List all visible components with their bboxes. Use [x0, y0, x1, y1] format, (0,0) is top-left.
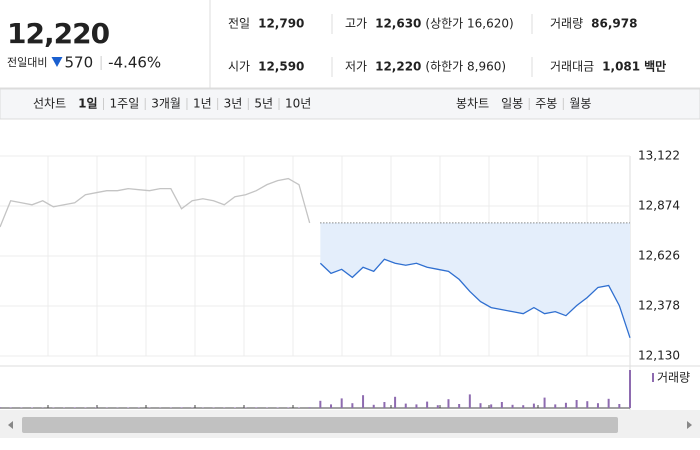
- quote-label: 거래대금: [550, 60, 594, 74]
- scroll-left[interactable]: [8, 421, 13, 429]
- volume-bar: [351, 403, 354, 408]
- y-tick-label: 12,378: [638, 299, 680, 313]
- volume-bar: [394, 396, 397, 408]
- quote-label: 고가: [345, 17, 367, 31]
- price-line: [319, 258, 631, 339]
- volume-bar: [554, 404, 557, 408]
- volume-bar: [564, 402, 567, 408]
- volume-bar: [362, 395, 365, 408]
- volume-bar: [543, 397, 546, 408]
- legend-swatch: [652, 373, 654, 382]
- volume-bar: [330, 404, 333, 408]
- quote-value: 12,590: [258, 60, 304, 74]
- volume-bar: [436, 405, 439, 408]
- quote-value: 12,630: [375, 17, 421, 31]
- toolbar-label: 선차트: [33, 97, 66, 111]
- volume-bar: [586, 401, 589, 408]
- volume-bar: [180, 407, 183, 408]
- volume-bar: [607, 398, 610, 408]
- candle-tab[interactable]: 일봉: [501, 97, 523, 111]
- scrollbar-thumb[interactable]: [22, 417, 618, 433]
- volume-bar: [340, 398, 343, 408]
- volume-bar: [426, 401, 429, 408]
- quote-value: 12,220: [375, 60, 421, 74]
- quote-value: 12,790: [258, 17, 304, 31]
- volume-bar: [575, 400, 578, 408]
- volume-bar: [447, 399, 450, 408]
- y-tick-label: 13,122: [638, 149, 680, 163]
- volume-bar: [468, 394, 471, 408]
- change: 570: [64, 54, 93, 72]
- toolbar-label: 봉차트: [456, 97, 489, 111]
- price-line: [0, 177, 311, 228]
- volume-bar: [308, 407, 311, 408]
- period-tab[interactable]: 10년: [285, 97, 311, 111]
- period-tab[interactable]: 1일: [78, 97, 97, 111]
- y-tick-label: 12,626: [638, 249, 680, 263]
- quote-label: 저가: [345, 60, 367, 74]
- period-tab[interactable]: 3년: [224, 97, 243, 111]
- volume-bar: [458, 404, 461, 408]
- quote-note: (상한가 16,620): [425, 17, 513, 31]
- volume-bar: [319, 400, 322, 408]
- change-rate: -4.46%: [108, 54, 161, 72]
- volume-bar: [618, 404, 621, 408]
- volume-bar: [287, 407, 290, 408]
- volume-bar: [415, 404, 418, 408]
- period-tab[interactable]: 5년: [254, 97, 273, 111]
- toolbar: [0, 88, 700, 120]
- volume-bar: [629, 370, 631, 408]
- period-tab[interactable]: 1년: [193, 97, 212, 111]
- quote-value: 1,081: [602, 60, 640, 74]
- legend-label: 거래량: [657, 371, 690, 385]
- volume-bar: [73, 407, 76, 408]
- volume-bar: [500, 402, 503, 408]
- period-tab[interactable]: 1주일: [110, 97, 140, 111]
- volume-bar: [9, 407, 12, 408]
- volume-bar: [404, 403, 407, 408]
- quote-note: 백만: [644, 59, 666, 74]
- current-price: 12,220: [7, 17, 110, 50]
- volume-bar: [255, 407, 258, 408]
- quote-value: 86,978: [591, 17, 637, 31]
- candle-tab[interactable]: 월봉: [569, 97, 591, 111]
- volume-bar: [372, 404, 375, 408]
- quote-label: 전일: [228, 17, 250, 31]
- candle-tab[interactable]: 주봉: [535, 97, 557, 111]
- volume-bar: [490, 404, 493, 408]
- change-label: 전일대비: [7, 55, 47, 69]
- down-arrow: [51, 57, 63, 67]
- volume-bar: [0, 407, 1, 408]
- volume-bar: [511, 404, 514, 408]
- volume-bar: [276, 407, 279, 408]
- period-tab[interactable]: 3개월: [151, 97, 181, 111]
- quote-note: (하한가 8,960): [425, 60, 506, 74]
- quote-label: 거래량: [550, 17, 583, 31]
- quote-label: 시가: [228, 60, 250, 74]
- scroll-right[interactable]: [687, 421, 692, 429]
- volume-bar: [596, 403, 599, 408]
- volume-bar: [522, 405, 525, 408]
- volume-bar: [479, 403, 482, 408]
- below-reference-area: [320, 222, 630, 338]
- y-tick-label: 12,130: [638, 349, 680, 363]
- volume-bar: [532, 403, 535, 408]
- y-tick-label: 12,874: [638, 199, 680, 213]
- volume-bar: [383, 402, 386, 408]
